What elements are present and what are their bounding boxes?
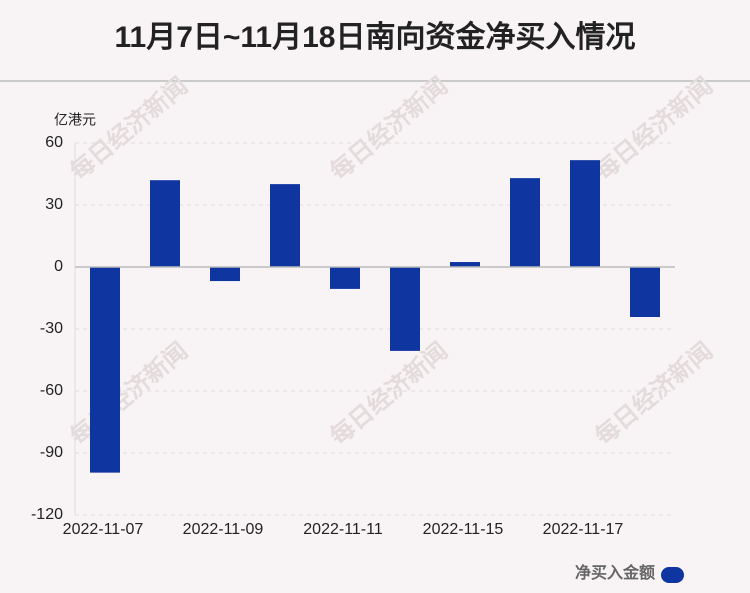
bar (270, 184, 300, 267)
bar (90, 267, 120, 473)
x-tick-label: 2022-11-09 (183, 521, 264, 538)
bar (450, 262, 480, 267)
bar (150, 180, 180, 267)
y-tick-label: 30 (45, 196, 63, 213)
x-tick-label: 2022-11-15 (423, 521, 504, 538)
y-tick-label: 60 (45, 134, 63, 151)
x-tick-label: 2022-11-17 (543, 521, 624, 538)
x-tick-label: 2022-11-11 (303, 521, 383, 538)
y-tick-label: -60 (40, 382, 63, 399)
y-unit: 亿港元 (54, 112, 96, 128)
legend-label: 净买入金额 (575, 563, 655, 582)
bar (330, 267, 360, 289)
y-tick-label: 0 (54, 258, 63, 275)
bar (210, 267, 240, 282)
bar (570, 160, 600, 267)
y-tick-label: -90 (40, 444, 63, 461)
bar (510, 178, 540, 267)
y-tick-label: -120 (31, 506, 63, 523)
chart-title: 11月7日~11月18日南向资金净买入情况 (114, 20, 635, 54)
bar (630, 267, 660, 318)
y-tick-label: -30 (40, 320, 63, 337)
x-tick-label: 2022-11-07 (63, 521, 144, 538)
legend-swatch (661, 567, 684, 583)
bar (390, 267, 420, 351)
